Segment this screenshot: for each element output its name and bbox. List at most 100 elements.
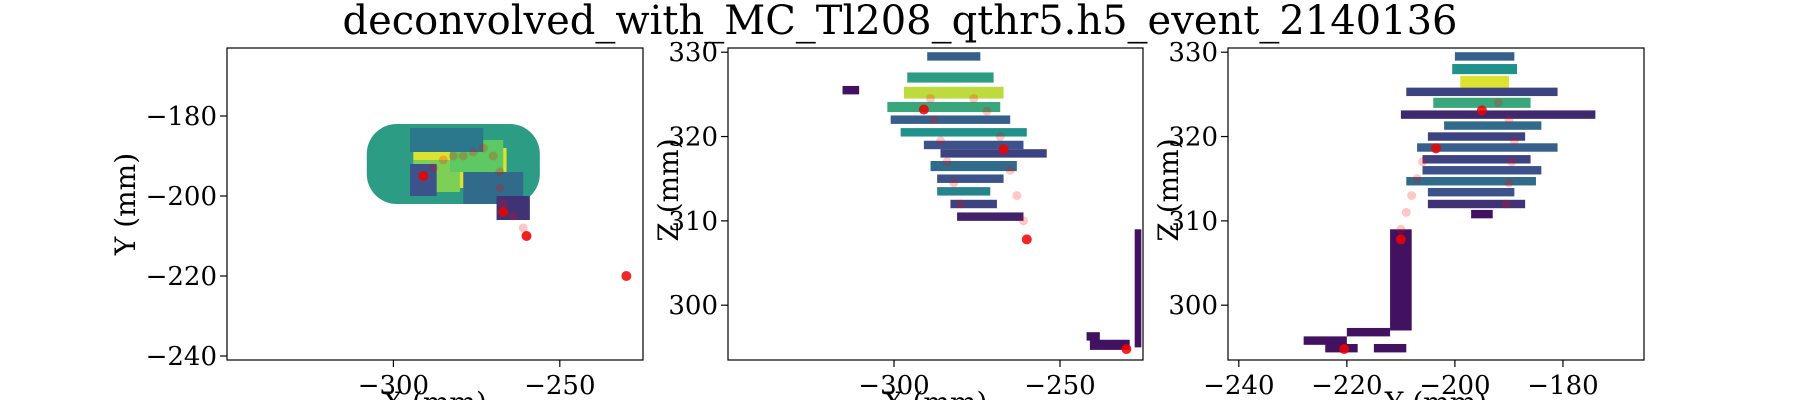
heatmap-cell	[900, 128, 1027, 137]
track-point	[498, 199, 508, 209]
track-point	[1412, 174, 1422, 184]
track-point	[1005, 165, 1015, 175]
y-tick-label: −240	[146, 342, 217, 372]
y-tick-label: −220	[146, 262, 217, 292]
heatmap-cell	[950, 199, 997, 209]
key-point	[498, 207, 509, 217]
key-point	[918, 104, 929, 115]
plot-area	[366, 124, 632, 281]
track-point	[1504, 178, 1514, 188]
y-tick-label: 320	[668, 123, 718, 153]
heatmap-cell	[937, 187, 991, 196]
heatmap-cell	[1346, 327, 1391, 337]
track-point	[508, 211, 518, 221]
key-point	[521, 231, 532, 241]
heatmap-cell	[1373, 343, 1407, 353]
track-point	[949, 178, 959, 188]
track-point	[1507, 157, 1517, 167]
x-axis-label: Y (mm)	[1384, 386, 1487, 400]
heatmap-cell	[1400, 110, 1596, 119]
panel-3: −240 −220 −200 −180 300 310 320 330 Y (mm) Z (mm)	[1152, 38, 1645, 400]
heatmap-cell	[1417, 143, 1558, 152]
key-point	[1431, 143, 1441, 154]
track-point	[488, 151, 498, 161]
heatmap-cell	[1086, 332, 1100, 341]
heatmap-cell	[1427, 132, 1526, 141]
key-point	[1476, 105, 1487, 116]
x-tick-label: −200	[1419, 371, 1490, 400]
plot-area	[1303, 52, 1596, 355]
panel-1: −300 −250 −240 −220 −200 −180 X (mm) Y (mm)	[109, 47, 644, 400]
track-point	[929, 115, 939, 125]
x-tick-label: −180	[1527, 371, 1598, 400]
x-tick-label: −250	[524, 371, 595, 400]
track-point	[438, 155, 448, 165]
heatmap-cell	[1422, 155, 1531, 164]
y-tick-label: 320	[1168, 123, 1218, 153]
heatmap-cell	[930, 160, 1017, 172]
track-point	[478, 143, 488, 153]
panel-2: −300 −250 300 310 320 330 X (mm) Z (mm)	[652, 38, 1144, 400]
track-point	[468, 147, 478, 157]
key-point	[998, 144, 1009, 155]
y-tick-label: 310	[668, 207, 718, 237]
heatmap-cell	[1433, 97, 1531, 108]
heatmap-cell	[1427, 199, 1526, 209]
figure-title: deconvolved_with_MC_Tl208_qthr5.h5_event…	[343, 0, 1458, 44]
key-point	[418, 171, 429, 181]
track-point	[1407, 191, 1417, 201]
heatmap-cell	[1390, 229, 1412, 331]
heatmap-cell	[1422, 166, 1542, 175]
track-point	[1396, 224, 1406, 234]
track-point	[942, 157, 952, 167]
track-point	[495, 183, 505, 193]
y-tick-label: −180	[146, 102, 217, 132]
axes-frame	[226, 47, 644, 361]
key-point	[1339, 344, 1350, 355]
heatmap-cell	[1460, 75, 1509, 88]
heatmap-cell	[1427, 187, 1515, 197]
plot-area	[842, 52, 1142, 355]
track-point	[1493, 98, 1503, 108]
track-point	[518, 223, 528, 233]
heatmap-cell	[907, 72, 994, 83]
heatmap-cell	[1444, 121, 1542, 130]
x-axis-label: X (mm)	[884, 386, 988, 400]
track-point	[1018, 216, 1028, 226]
y-tick-label: 300	[668, 291, 718, 321]
key-point	[1121, 344, 1132, 355]
panels: −300−250−240−220−200−180X (mm)Y (mm)−300…	[109, 38, 1645, 400]
track-point	[1509, 136, 1519, 146]
y-axis-label: Y (mm)	[109, 153, 142, 256]
track-point	[428, 163, 438, 173]
track-point	[955, 199, 965, 209]
x-tick-label: −240	[1203, 371, 1274, 400]
heatmap-cell	[957, 212, 1024, 221]
heatmap-cell	[1089, 339, 1130, 350]
heatmap-cell	[1303, 336, 1347, 345]
heatmap-cell	[1454, 52, 1515, 61]
y-tick-label: 330	[668, 38, 718, 68]
track-point	[1012, 191, 1022, 201]
track-point	[448, 151, 458, 161]
x-tick-label: −250	[1024, 371, 1095, 400]
heatmap-cell	[410, 128, 484, 152]
heatmap-cell	[890, 115, 1011, 124]
y-tick-label: 330	[1168, 38, 1218, 68]
axes-frame	[1227, 47, 1645, 361]
track-point	[1501, 199, 1511, 209]
heatmap-cell	[1471, 209, 1493, 219]
heatmap-cell	[1134, 229, 1142, 348]
y-tick-label: 300	[1168, 291, 1218, 321]
heatmap-cell	[887, 101, 1001, 113]
y-axis-label: Z (mm)	[1152, 138, 1185, 241]
key-point	[1021, 234, 1032, 245]
heatmap-cell	[923, 140, 1024, 150]
heatmap-cell	[937, 174, 1004, 183]
track-point	[1504, 115, 1514, 125]
y-tick-label: −200	[146, 182, 217, 212]
key-point	[621, 271, 632, 281]
x-axis-label: X (mm)	[383, 386, 487, 400]
track-point	[935, 136, 945, 146]
